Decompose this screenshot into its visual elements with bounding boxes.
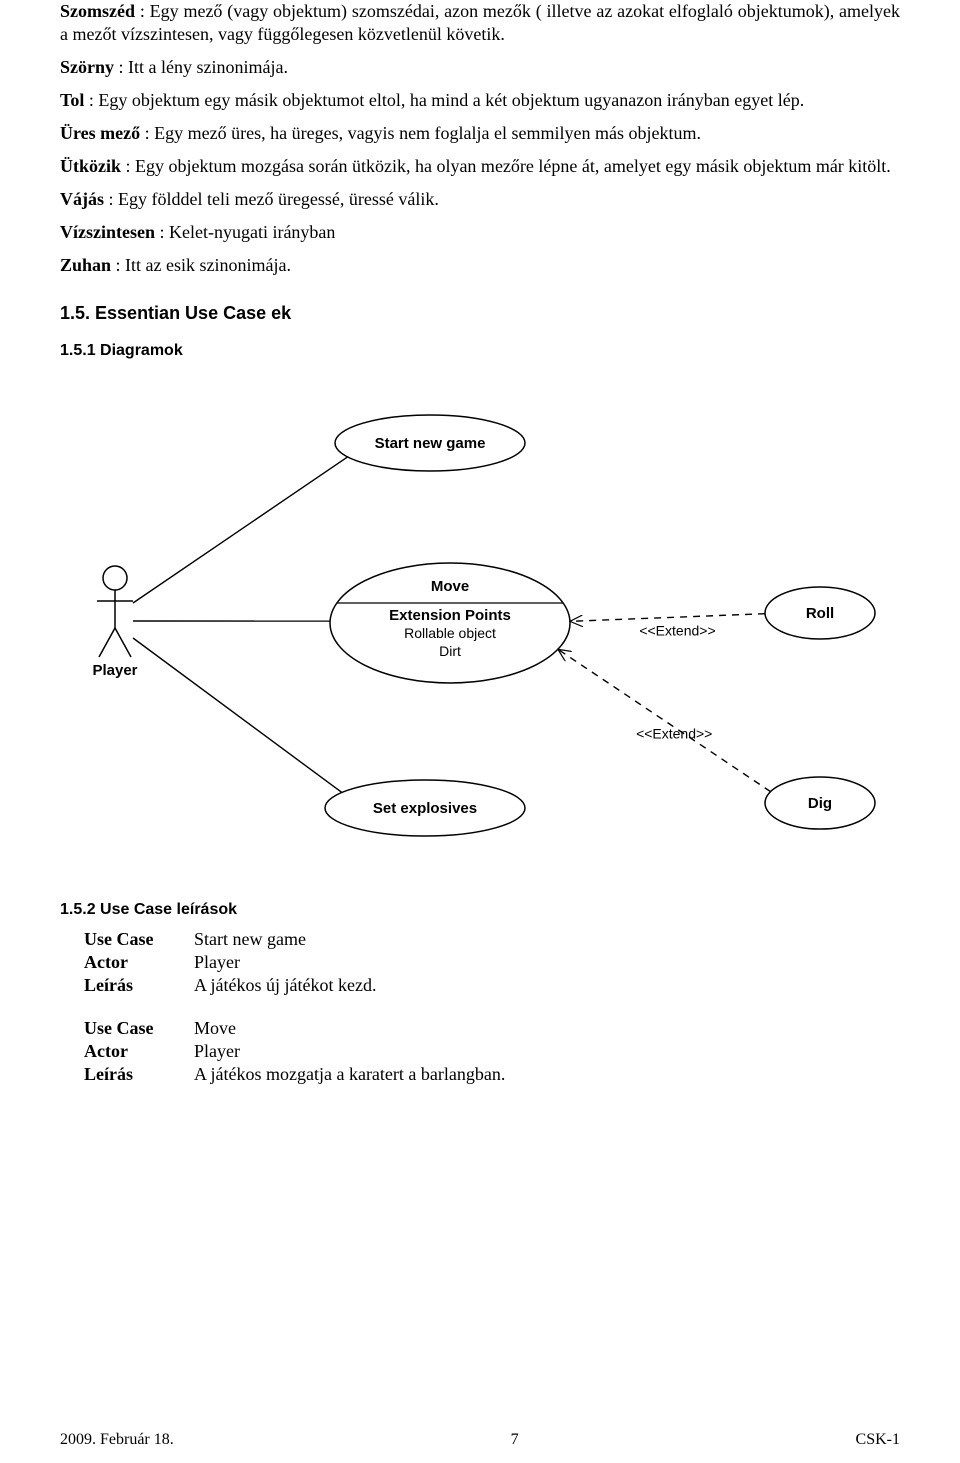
svg-text:Start new game: Start new game (375, 435, 486, 452)
usecase-row: Actor Player (84, 1041, 900, 1062)
definition-text: : Egy mező üres, ha üreges, vagyis nem f… (140, 123, 701, 143)
usecase-diagram-svg: Player Start new game Move Extension Points… (60, 388, 890, 868)
definition-text: : Egy földdel teli mező üregessé, üressé… (104, 189, 439, 209)
svg-text:Set explosives: Set explosives (373, 800, 477, 817)
svg-text:<<Extend>>: <<Extend>> (639, 623, 715, 639)
footer-left: 2009. Február 18. (60, 1431, 174, 1449)
footer-center: 7 (511, 1431, 519, 1449)
definition-term: Ütközik (60, 156, 121, 176)
definition-term: Zuhan (60, 255, 111, 275)
subsection-heading-descriptions: 1.5.2 Use Case leírások (60, 901, 900, 919)
definition-item: Tol : Egy objektum egy másik objektumot … (60, 89, 900, 112)
usecase-row: Use Case Start new game (84, 929, 900, 950)
definition-item: Zuhan : Itt az esik szinonimája. (60, 254, 900, 277)
usecase-description-list: Use Case Start new game Actor Player Leí… (60, 929, 900, 1085)
usecase-key: Leírás (84, 1064, 194, 1085)
usecase-row: Actor Player (84, 952, 900, 973)
definition-item: Ütközik : Egy objektum mozgása során ütk… (60, 155, 900, 178)
page-footer: 2009. Február 18. 7 CSK-1 (60, 1431, 900, 1449)
definition-text: : Egy objektum mozgása során ütközik, ha… (121, 156, 891, 176)
section-heading: 1.5. Essentian Use Case ek (60, 303, 900, 324)
definition-text: : Itt a lény szinonimája. (114, 57, 288, 77)
definition-term: Szörny (60, 57, 114, 77)
subsection-heading-diagrams: 1.5.1 Diagramok (60, 342, 900, 360)
document-page: Szomszéd : Egy mező (vagy objektum) szom… (0, 0, 960, 1463)
usecase-value: Move (194, 1018, 900, 1039)
definition-text: : Egy objektum egy másik objektumot elto… (84, 90, 804, 110)
definition-term: Tol (60, 90, 84, 110)
definition-item: Üres mező : Egy mező üres, ha üreges, va… (60, 122, 900, 145)
usecase-value: Player (194, 1041, 900, 1062)
svg-text:Roll: Roll (806, 605, 834, 622)
footer-right: CSK-1 (856, 1431, 900, 1449)
svg-text:Dig: Dig (808, 795, 832, 812)
svg-text:<<Extend>>: <<Extend>> (636, 726, 712, 742)
definition-item: Szörny : Itt a lény szinonimája. (60, 56, 900, 79)
usecase-description-item: Use Case Start new game Actor Player Leí… (84, 929, 900, 996)
usecase-value: A játékos új játékot kezd. (194, 975, 900, 996)
definition-term: Szomszéd (60, 1, 135, 21)
usecase-key: Actor (84, 1041, 194, 1062)
usecase-key: Leírás (84, 975, 194, 996)
definition-text: : Egy mező (vagy objektum) szomszédai, a… (60, 1, 900, 44)
definition-item: Vízszintesen : Kelet-nyugati irányban (60, 221, 900, 244)
definition-term: Vízszintesen (60, 222, 155, 242)
usecase-key: Actor (84, 952, 194, 973)
usecase-description-item: Use Case Move Actor Player Leírás A játé… (84, 1018, 900, 1085)
definition-term: Üres mező (60, 123, 140, 143)
svg-text:Rollable object: Rollable object (404, 625, 496, 641)
usecase-row: Leírás A játékos új játékot kezd. (84, 975, 900, 996)
definition-text: : Itt az esik szinonimája. (111, 255, 291, 275)
svg-text:Player: Player (92, 662, 137, 679)
usecase-key: Use Case (84, 929, 194, 950)
usecase-diagram: Player Start new game Move Extension Points… (60, 388, 900, 873)
usecase-row: Leírás A játékos mozgatja a karatert a b… (84, 1064, 900, 1085)
definition-text: : Kelet-nyugati irányban (155, 222, 335, 242)
definition-item: Vájás : Egy földdel teli mező üregessé, … (60, 188, 900, 211)
svg-text:Dirt: Dirt (439, 643, 461, 659)
definition-term: Vájás (60, 189, 104, 209)
usecase-key: Use Case (84, 1018, 194, 1039)
definition-item: Szomszéd : Egy mező (vagy objektum) szom… (60, 0, 900, 46)
usecase-value: A játékos mozgatja a karatert a barlangb… (194, 1064, 900, 1085)
usecase-row: Use Case Move (84, 1018, 900, 1039)
svg-text:Extension Points: Extension Points (389, 607, 511, 624)
svg-text:Move: Move (431, 578, 469, 595)
usecase-value: Start new game (194, 929, 900, 950)
definitions-block: Szomszéd : Egy mező (vagy objektum) szom… (60, 0, 900, 277)
usecase-value: Player (194, 952, 900, 973)
